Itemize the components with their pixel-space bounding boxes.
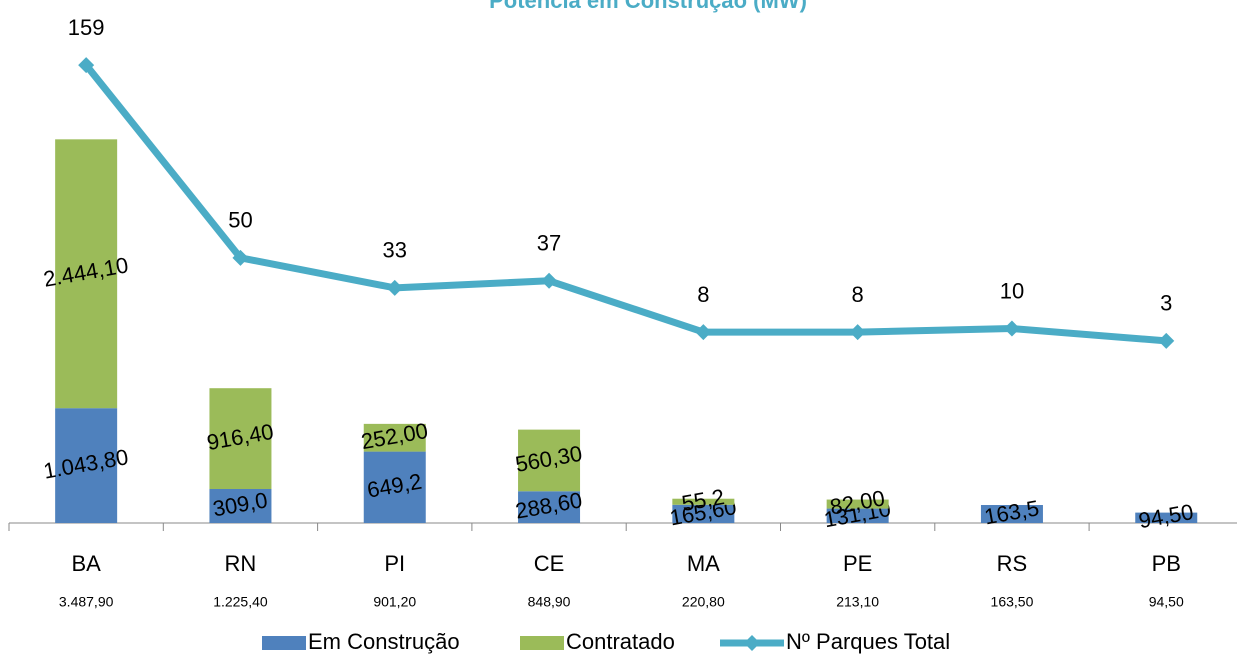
- data-label: 50: [228, 208, 252, 233]
- total-label: 220,80: [682, 594, 725, 610]
- bar-segment: [55, 139, 118, 409]
- bar-segment: [980, 505, 1043, 523]
- x-tick-label: PB: [1152, 551, 1181, 576]
- legend-swatch: [744, 635, 760, 651]
- data-label: 33: [383, 238, 407, 263]
- x-tick-label: PI: [384, 551, 405, 576]
- line-marker: [849, 324, 866, 341]
- bar-segment: [672, 498, 735, 505]
- total-label: 94,50: [1149, 594, 1184, 610]
- total-label: 163,50: [991, 594, 1034, 610]
- line-marker: [78, 57, 95, 74]
- data-label: 159: [68, 15, 105, 40]
- x-tick-label: BA: [71, 551, 101, 576]
- line-marker: [232, 249, 249, 266]
- x-tick-label: MA: [687, 551, 720, 576]
- x-tick-label: CE: [534, 551, 565, 576]
- line: [83, 62, 1167, 345]
- data-label: 94,50: [1137, 499, 1196, 533]
- total-label: 848,90: [528, 594, 571, 610]
- line-marker: [386, 279, 403, 296]
- line-marker: [695, 324, 712, 341]
- x-tick-label: RN: [225, 551, 257, 576]
- total-label: 3.487,90: [59, 594, 114, 610]
- bar-segment: [826, 499, 889, 509]
- legend-label: Em Construção: [308, 629, 460, 654]
- chart-title: Potência em Construção (MW): [489, 0, 807, 13]
- data-label: 8: [852, 282, 864, 307]
- bar-segment: [672, 504, 735, 523]
- data-label: 163,5: [982, 495, 1041, 529]
- total-label: 213,10: [836, 594, 879, 610]
- legend-label: Nº Parques Total: [786, 629, 950, 654]
- total-label: 901,20: [373, 594, 416, 610]
- bar-segment: [363, 451, 426, 523]
- line-marker: [541, 272, 558, 289]
- legend-label: Contratado: [566, 629, 675, 654]
- bar-segment: [826, 508, 889, 523]
- bar-segment: [209, 388, 272, 490]
- x-tick-label: RS: [997, 551, 1028, 576]
- line-marker: [1003, 320, 1020, 337]
- data-label: 37: [537, 231, 561, 256]
- x-tick-label: PE: [843, 551, 872, 576]
- total-label: 1.225,40: [213, 594, 268, 610]
- data-label: 10: [1000, 278, 1024, 303]
- bar-segment: [363, 423, 426, 452]
- bar-segment: [518, 491, 581, 523]
- data-label: 3: [1160, 291, 1172, 316]
- legend-swatch: [520, 636, 564, 650]
- line-marker: [1158, 332, 1175, 349]
- bar-segment: [55, 408, 118, 523]
- bar-segment: [518, 429, 581, 492]
- data-label: 8: [697, 282, 709, 307]
- legend-swatch: [262, 636, 306, 650]
- bar-segment: [209, 489, 272, 523]
- bar-segment: [1135, 512, 1198, 523]
